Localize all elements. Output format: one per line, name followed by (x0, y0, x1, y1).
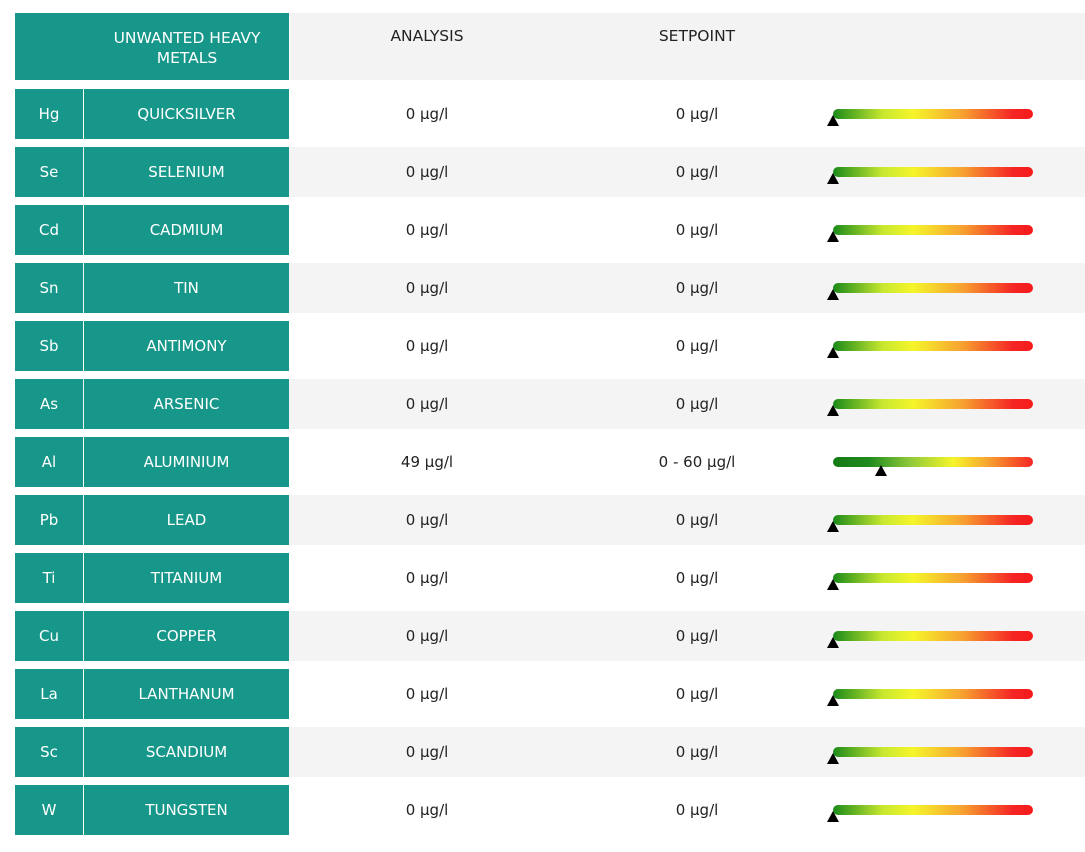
setpoint-value: 0 µg/l (675, 627, 719, 645)
element-name: LANTHANUM (84, 669, 289, 719)
header-analysis: ANALYSIS (390, 27, 464, 45)
element-symbol: Se (15, 147, 83, 197)
table-row: Ti TITANIUM 0 µg/l 0 µg/l (15, 553, 1085, 603)
table-row: Sc SCANDIUM 0 µg/l 0 µg/l (15, 727, 1085, 777)
setpoint-value: 0 µg/l (675, 511, 719, 529)
gauge-marker (827, 173, 839, 184)
gauge-bar (833, 341, 1033, 351)
analysis-value: 0 µg/l (405, 221, 449, 239)
gauge-bar (833, 631, 1033, 641)
header-title: UNWANTED HEAVY METALS (15, 13, 289, 80)
gauge-bar (833, 805, 1033, 815)
analysis-value: 0 µg/l (405, 511, 449, 529)
setpoint-value: 0 µg/l (675, 801, 719, 819)
gauge-marker (827, 115, 839, 126)
element-symbol: W (15, 785, 83, 835)
gauge-marker (827, 579, 839, 590)
setpoint-value: 0 µg/l (675, 163, 719, 181)
gauge-marker (827, 289, 839, 300)
gauge-bar (833, 109, 1033, 119)
gauge-marker (875, 465, 887, 476)
analysis-value: 0 µg/l (405, 801, 449, 819)
gauge-bar (833, 457, 1033, 467)
element-name: ALUMINIUM (84, 437, 289, 487)
setpoint-value: 0 - 60 µg/l (658, 453, 736, 471)
table-row: W TUNGSTEN 0 µg/l 0 µg/l (15, 785, 1085, 835)
setpoint-value: 0 µg/l (675, 337, 719, 355)
table-row: Pb LEAD 0 µg/l 0 µg/l (15, 495, 1085, 545)
element-symbol: Cu (15, 611, 83, 661)
element-name: CADMIUM (84, 205, 289, 255)
element-symbol: La (15, 669, 83, 719)
gauge-marker (827, 405, 839, 416)
element-symbol: Cd (15, 205, 83, 255)
gauge-marker (827, 753, 839, 764)
gauge-bar (833, 689, 1033, 699)
gauge-bar (833, 167, 1033, 177)
gauge-bar (833, 515, 1033, 525)
analysis-value: 0 µg/l (405, 627, 449, 645)
gauge-bar (833, 747, 1033, 757)
element-symbol: Al (15, 437, 83, 487)
element-symbol: As (15, 379, 83, 429)
element-symbol: Sc (15, 727, 83, 777)
setpoint-value: 0 µg/l (675, 279, 719, 297)
setpoint-value: 0 µg/l (675, 395, 719, 413)
gauge-marker (827, 347, 839, 358)
analysis-value: 0 µg/l (405, 395, 449, 413)
table-row: Hg QUICKSILVER 0 µg/l 0 µg/l (15, 89, 1085, 139)
gauge-marker (827, 811, 839, 822)
gauge-bar (833, 283, 1033, 293)
element-symbol: Sn (15, 263, 83, 313)
gauge-marker (827, 637, 839, 648)
element-name: ARSENIC (84, 379, 289, 429)
element-symbol: Ti (15, 553, 83, 603)
table-row: Sb ANTIMONY 0 µg/l 0 µg/l (15, 321, 1085, 371)
element-name: SCANDIUM (84, 727, 289, 777)
gauge-marker (827, 231, 839, 242)
analysis-value: 0 µg/l (405, 569, 449, 587)
gauge-marker (827, 521, 839, 532)
element-name: TIN (84, 263, 289, 313)
analysis-value: 0 µg/l (405, 337, 449, 355)
gauge-bar (833, 225, 1033, 235)
table-row: Cu COPPER 0 µg/l 0 µg/l (15, 611, 1085, 661)
table-row: Sn TIN 0 µg/l 0 µg/l (15, 263, 1085, 313)
setpoint-value: 0 µg/l (675, 221, 719, 239)
element-name: ANTIMONY (84, 321, 289, 371)
gauge-marker (827, 695, 839, 706)
header-setpoint: SETPOINT (658, 27, 736, 45)
analysis-value: 0 µg/l (405, 279, 449, 297)
element-symbol: Hg (15, 89, 83, 139)
element-name: QUICKSILVER (84, 89, 289, 139)
element-name: COPPER (84, 611, 289, 661)
gauge-bar (833, 573, 1033, 583)
header-background (290, 13, 1085, 80)
element-symbol: Sb (15, 321, 83, 371)
table-row: La LANTHANUM 0 µg/l 0 µg/l (15, 669, 1085, 719)
analysis-value: 49 µg/l (400, 453, 454, 471)
table-row: Al ALUMINIUM 49 µg/l 0 - 60 µg/l (15, 437, 1085, 487)
element-name: TUNGSTEN (84, 785, 289, 835)
table-row: Se SELENIUM 0 µg/l 0 µg/l (15, 147, 1085, 197)
table-row: As ARSENIC 0 µg/l 0 µg/l (15, 379, 1085, 429)
setpoint-value: 0 µg/l (675, 685, 719, 703)
element-name: LEAD (84, 495, 289, 545)
setpoint-value: 0 µg/l (675, 743, 719, 761)
analysis-value: 0 µg/l (405, 163, 449, 181)
setpoint-value: 0 µg/l (675, 569, 719, 587)
element-name: SELENIUM (84, 147, 289, 197)
analysis-value: 0 µg/l (405, 743, 449, 761)
gauge-bar (833, 399, 1033, 409)
element-symbol: Pb (15, 495, 83, 545)
analysis-value: 0 µg/l (405, 685, 449, 703)
analysis-value: 0 µg/l (405, 105, 449, 123)
element-name: TITANIUM (84, 553, 289, 603)
table-row: Cd CADMIUM 0 µg/l 0 µg/l (15, 205, 1085, 255)
setpoint-value: 0 µg/l (675, 105, 719, 123)
